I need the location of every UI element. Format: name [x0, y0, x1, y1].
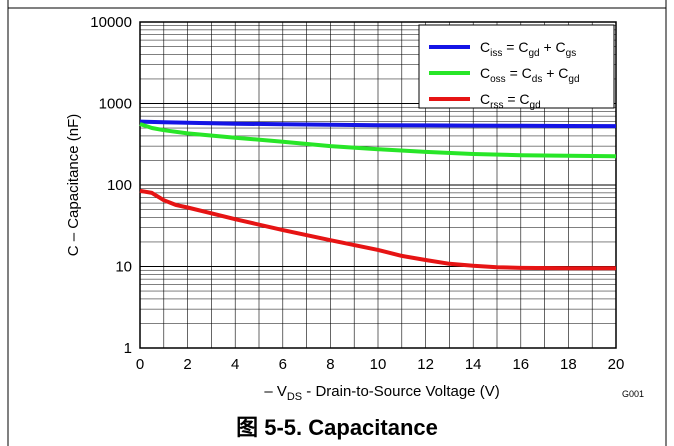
x-tick-label: 2 [183, 356, 191, 373]
series-line-1 [139, 119, 617, 129]
capacitance-chart: 0 2 4 6 8 10 12 14 16 18 20 1 10 100 1000 10000 C – Ca… [65, 14, 644, 403]
x-tick-label: 20 [608, 356, 625, 373]
x-tick-label: 4 [231, 356, 239, 373]
legend-label-3: Crss = Cgd [480, 91, 541, 111]
y-tick-label: 1 [124, 340, 132, 357]
x-axis-label: – VDS - Drain-to-Source Voltage (V) [264, 383, 499, 403]
x-tick-labels: 0 2 4 6 8 10 12 14 16 18 20 [136, 356, 625, 373]
y-tick-label: 10000 [90, 14, 132, 31]
x-tick-label: 14 [465, 356, 482, 373]
y-tick-label: 100 [107, 177, 132, 194]
series-line-3 [139, 188, 616, 271]
x-tick-label: 8 [326, 356, 334, 373]
figure-code: G001 [622, 389, 644, 399]
y-tick-label: 1000 [99, 96, 132, 113]
series-lines [139, 119, 617, 271]
series-line-2 [139, 122, 617, 159]
legend: Ciss = Cgd + Cgs Coss = Cds + Cgd Crss = C… [418, 24, 615, 111]
x-tick-label: 6 [279, 356, 287, 373]
legend-box [418, 24, 615, 109]
x-tick-label: 18 [560, 356, 577, 373]
legend-label-1: Ciss = Cgd + Cgs [480, 39, 576, 59]
x-tick-label: 16 [512, 356, 529, 373]
figure-caption: 图 5-5. Capacitance [236, 415, 438, 440]
y-tick-labels: 1 10 100 1000 10000 [90, 14, 132, 357]
legend-label-2: Coss = Cds + Cgd [480, 65, 580, 85]
y-tick-label: 10 [115, 259, 132, 276]
x-tick-label: 0 [136, 356, 144, 373]
x-tick-label: 10 [370, 356, 387, 373]
x-tick-label: 12 [417, 356, 434, 373]
y-axis-label: C – Capacitance (nF) [65, 114, 82, 257]
